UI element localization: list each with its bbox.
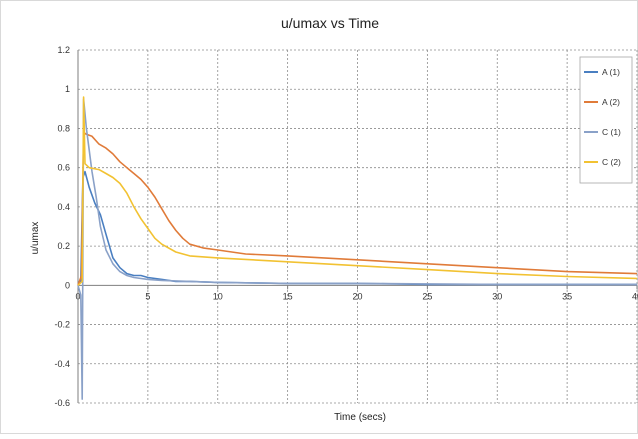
series-line-4 [77, 96, 638, 286]
x-axis-label: Time (secs) [334, 412, 386, 423]
y-tick-label: 0 [65, 280, 70, 290]
legend-label: A (2) [602, 97, 620, 107]
x-tick-label: 40 [632, 291, 638, 301]
x-tick-label: 20 [352, 291, 362, 301]
series-lines [77, 96, 638, 400]
legend-label: C (2) [602, 157, 621, 167]
series-line-2 [77, 131, 638, 286]
legend-label: C (1) [602, 127, 621, 137]
y-axis-label: u/umax [30, 222, 41, 255]
legend: A (1) A (2) C (1) C (2) [579, 56, 633, 184]
x-tick-label: 5 [145, 291, 150, 301]
y-tick-label: -0.2 [54, 320, 70, 330]
legend-label: A (1) [602, 67, 620, 77]
y-tick-label: 0.6 [57, 163, 70, 173]
y-tick-label: 0.2 [57, 241, 70, 251]
x-tick-label: 30 [492, 291, 502, 301]
x-tick-label: 15 [283, 291, 293, 301]
y-tick-label: -0.4 [54, 359, 70, 369]
y-tick-label: 0.8 [57, 123, 70, 133]
x-tick-label: 35 [562, 291, 572, 301]
gridlines [78, 49, 638, 404]
x-tick-label: 25 [422, 291, 432, 301]
y-tick-label: 1 [65, 84, 70, 94]
chart-title: u/umax vs Time [281, 15, 379, 31]
y-tick-label: 1.2 [57, 45, 70, 55]
x-tick-label: 10 [213, 291, 223, 301]
y-tick-label: -0.6 [54, 398, 70, 408]
y-tick-label: 0.4 [57, 202, 70, 212]
